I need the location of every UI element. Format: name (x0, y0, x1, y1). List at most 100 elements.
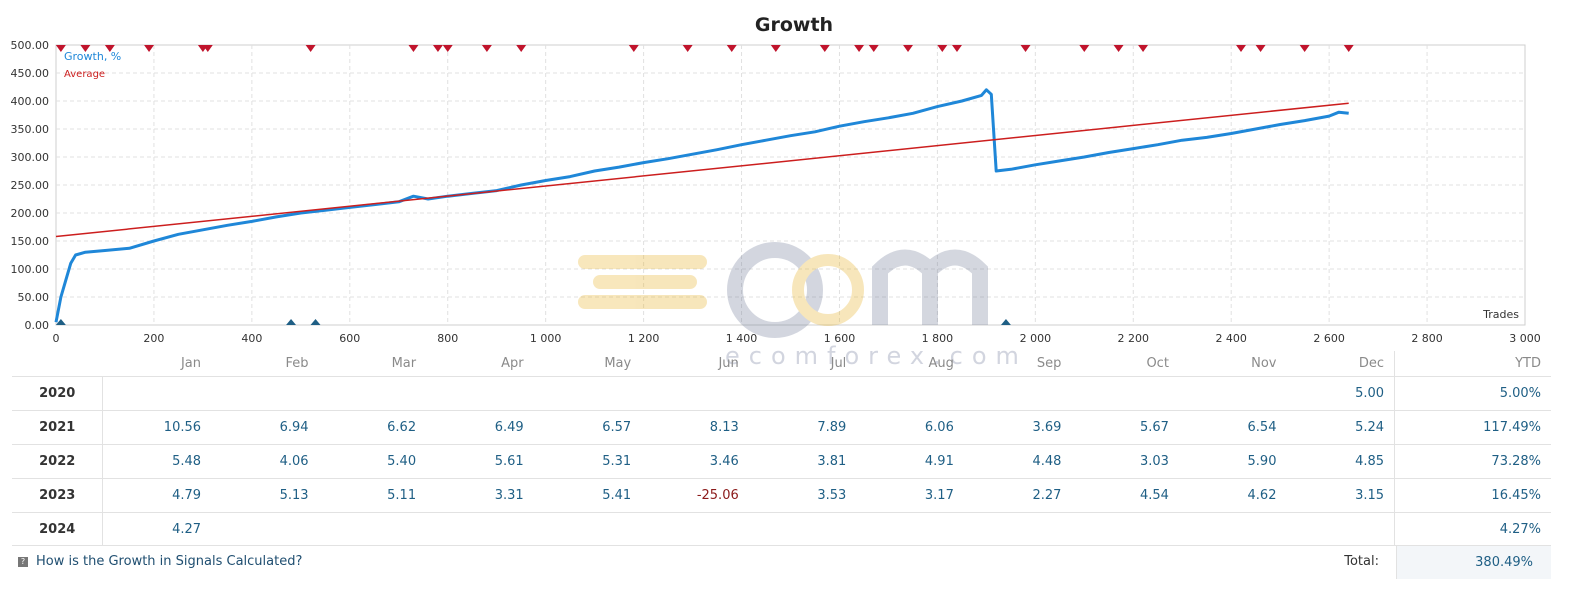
x-tick-label: 3 000 (1509, 332, 1541, 345)
month-value-cell (856, 376, 964, 411)
month-value-cell (426, 512, 534, 546)
x-tick-label: 2 800 (1411, 332, 1443, 345)
month-value-cell (641, 512, 749, 546)
month-header: Jan (180, 356, 202, 371)
month-value-cell: 4.06 (211, 444, 319, 479)
top-marker (516, 45, 527, 52)
month-value-cell: 3.53 (748, 478, 857, 513)
month-value-cell: 5.24 (1286, 410, 1395, 445)
month-value-cell: 3.31 (426, 478, 534, 513)
month-value-cell: 5.48 (102, 444, 212, 479)
month-header: Dec (1358, 356, 1385, 371)
top-marker (937, 45, 948, 52)
month-value-cell: 5.61 (426, 444, 534, 479)
top-marker (1113, 45, 1124, 52)
month-header: May (604, 356, 632, 371)
table-header-row: Jan Feb Mar Apr May Jun Jul Aug Sep Oct … (12, 351, 1551, 377)
month-value-cell (856, 512, 964, 546)
month-value-cell: 4.54 (1071, 478, 1179, 513)
help-link[interactable]: ? How is the Growth in Signals Calculated… (18, 554, 302, 569)
month-value-cell: 4.79 (102, 478, 212, 513)
month-value-cell: 4.91 (856, 444, 964, 479)
top-marker (868, 45, 879, 52)
growth-chart: 0 200 400 600 800 1 000 1 200 1 400 1 600 1 800 2 … (11, 39, 1541, 345)
table-row: 2023 4.79 5.13 5.11 3.31 5.41 -25.06 3.53 3.17 2.… (12, 478, 1551, 513)
top-marker (726, 45, 737, 52)
top-marker (432, 45, 443, 52)
month-value-cell: 4.48 (963, 444, 1072, 479)
ytd-cell: 73.28% (1394, 444, 1551, 479)
ytd-header: YTD (1394, 351, 1551, 377)
x-tick-label: 1 000 (530, 332, 562, 345)
month-value-cell: 6.62 (318, 410, 427, 445)
y-tick-label: 100.00 (11, 263, 50, 276)
bottom-marker (1000, 319, 1011, 325)
plot-area (55, 44, 1526, 326)
top-marker (1079, 45, 1090, 52)
y-tick-label: 50.00 (18, 291, 50, 304)
top-marker (819, 45, 830, 52)
ytd-cell: 16.45% (1394, 478, 1551, 513)
month-header: Oct (1146, 356, 1169, 371)
top-marker (1138, 45, 1149, 52)
table-row: 2022 5.48 4.06 5.40 5.61 5.31 3.46 3.81 4.91 4.48… (12, 444, 1551, 479)
growth-table: Jan Feb Mar Apr May Jun Jul Aug Sep Oct … (12, 351, 1551, 546)
month-value-cell (211, 376, 319, 411)
top-marker (305, 45, 316, 52)
top-marker (408, 45, 419, 52)
top-marker (1343, 45, 1354, 52)
ytd-cell: 4.27% (1394, 512, 1551, 546)
month-value-cell (748, 512, 857, 546)
x-axis-label: Trades (1482, 308, 1519, 321)
month-header: Mar (391, 356, 417, 371)
year-cell: 2021 (12, 410, 104, 445)
month-value-cell (211, 512, 319, 546)
month-header: Aug (928, 356, 954, 371)
ytd-cell: 5.00% (1394, 376, 1551, 411)
month-value-cell: 3.03 (1071, 444, 1179, 479)
year-cell: 2024 (12, 512, 104, 546)
top-marker (770, 45, 781, 52)
top-marker (903, 45, 914, 52)
month-value-cell: 3.17 (856, 478, 964, 513)
month-header: Jun (718, 356, 739, 371)
table-row: 2021 10.56 6.94 6.62 6.49 6.57 8.13 7.89 6.06 3.6… (12, 410, 1551, 445)
bottom-marker (310, 319, 321, 325)
month-value-cell: 5.40 (318, 444, 427, 479)
month-value-cell: 3.46 (641, 444, 749, 479)
year-cell: 2023 (12, 478, 104, 513)
help-icon: ? (18, 557, 28, 567)
month-value-cell: 5.90 (1178, 444, 1287, 479)
month-value-cell: 4.85 (1286, 444, 1395, 479)
chart-title: Growth (754, 14, 834, 36)
top-marker (1020, 45, 1031, 52)
top-marker (104, 45, 115, 52)
month-value-cell: 6.06 (856, 410, 964, 445)
x-tick-label: 0 (53, 332, 60, 345)
month-value-cell: 5.41 (533, 478, 642, 513)
month-header: Apr (501, 356, 524, 371)
top-marker (202, 45, 213, 52)
month-value-cell (426, 376, 534, 411)
month-value-cell: 5.13 (211, 478, 319, 513)
table-footer: ? How is the Growth in Signals Calculated… (12, 545, 1551, 579)
table-row: 2024 4.27 4.27% (12, 512, 1551, 546)
month-value-cell: 5.11 (318, 478, 427, 513)
x-tick-label: 1 200 (628, 332, 660, 345)
x-tick-label: 2 400 (1215, 332, 1247, 345)
top-marker (1255, 45, 1266, 52)
month-value-cell: 4.27 (102, 512, 212, 546)
x-tick-label: 800 (437, 332, 458, 345)
month-value-cell (102, 376, 212, 411)
y-tick-label: 350.00 (11, 123, 50, 136)
year-header (12, 351, 103, 377)
month-value-cell: 6.94 (211, 410, 319, 445)
y-tick-label: 250.00 (11, 179, 50, 192)
month-header: Feb (285, 356, 309, 371)
y-tick-label: 150.00 (11, 235, 50, 248)
month-value-cell: 5.67 (1071, 410, 1179, 445)
top-marker (682, 45, 693, 52)
total-value: 380.49% (1396, 546, 1551, 579)
month-value-cell (533, 512, 642, 546)
month-value-cell: 6.54 (1178, 410, 1287, 445)
